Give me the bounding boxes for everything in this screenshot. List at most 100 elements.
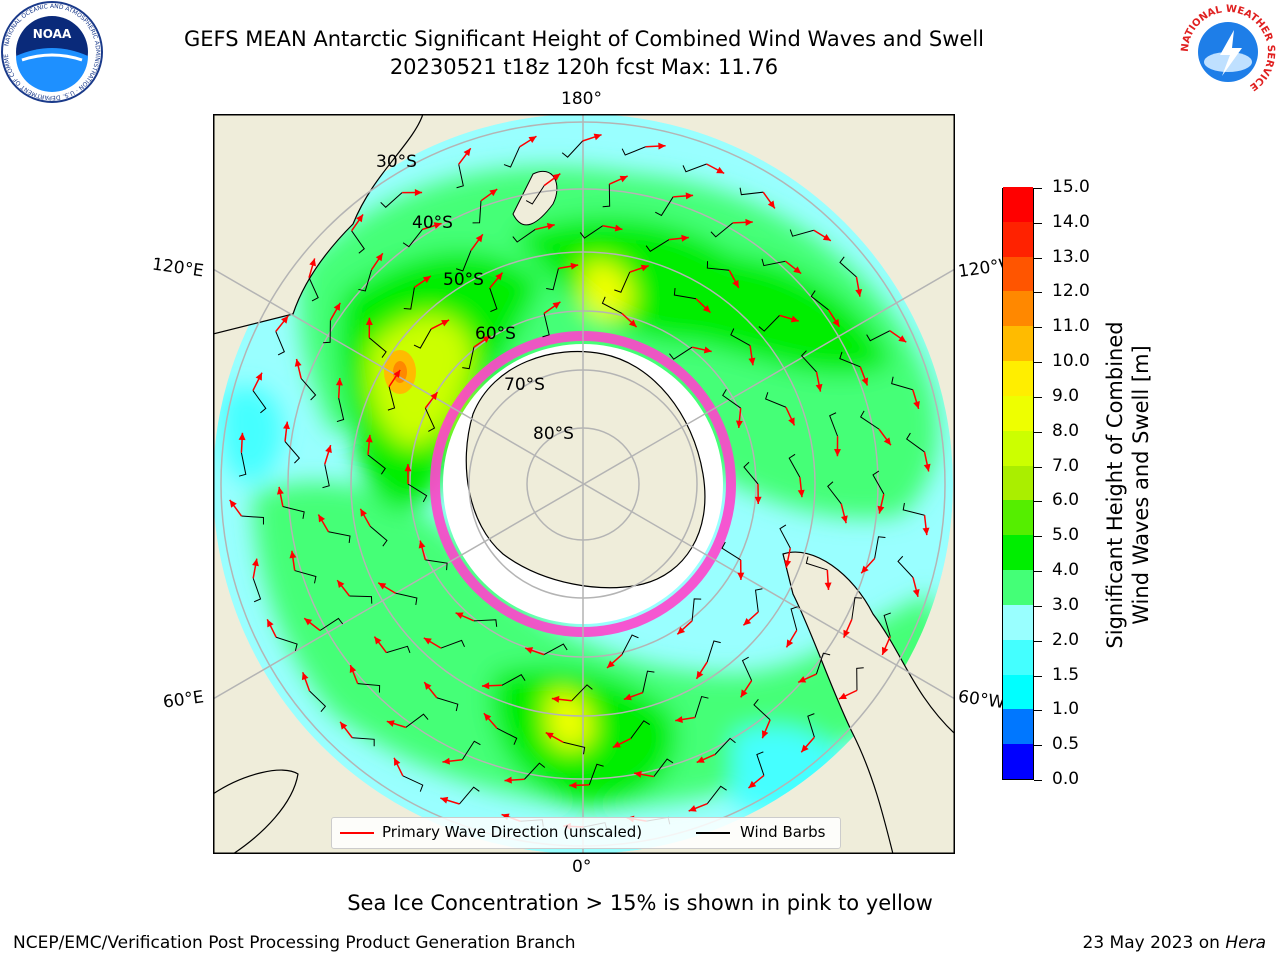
wave-direction-arrow <box>797 652 831 683</box>
colorbar-tick-label: 7.0 <box>1052 455 1080 476</box>
wave-direction-arrow <box>710 218 753 238</box>
colorbar-segment <box>1003 221 1033 257</box>
colorbar-tick <box>1034 571 1042 573</box>
wave-direction-arrow <box>761 258 802 275</box>
wave-direction-arrow <box>542 301 561 338</box>
lon-label-120e: 120°E <box>150 254 205 282</box>
wave-direction-arrow <box>606 634 639 669</box>
lon-label-0: 0° <box>572 857 592 877</box>
wave-direction-arrow <box>676 598 702 635</box>
colorbar-tick-label: 14.0 <box>1052 211 1090 232</box>
wave-direction-arrow <box>753 699 771 739</box>
wave-direction-arrow <box>579 224 623 239</box>
lat-label-50s: 50°S <box>443 270 484 290</box>
colorbar-tick-label: 15.0 <box>1052 177 1090 197</box>
map-legend: Primary Wave Direction (unscaled) Wind B… <box>331 817 841 849</box>
page-subtitle: 20230521 t18z 120h fcst Max: 11.76 <box>389 55 779 79</box>
colorbar-segment <box>1003 604 1033 640</box>
wave-direction-arrow <box>633 758 674 778</box>
wave-direction-arrow <box>456 233 484 272</box>
wave-direction-arrow <box>612 720 650 749</box>
wave-direction-arrow <box>359 508 388 547</box>
colorbar-tick-label: 6.0 <box>1052 490 1080 511</box>
wave-direction-arrow <box>386 713 429 729</box>
wave-direction-arrow <box>418 540 448 571</box>
wave-direction-arrow <box>902 502 930 536</box>
wave-direction-arrow <box>440 786 480 805</box>
wave-direction-arrow <box>512 223 555 243</box>
wave-direction-arrow <box>881 612 891 656</box>
wave-direction-arrow <box>696 737 736 764</box>
colorbar-tick <box>1034 222 1042 224</box>
wave-direction-arrow <box>779 524 792 568</box>
south-america-landmass <box>782 551 955 854</box>
wave-direction-arrow <box>810 290 840 328</box>
wave-direction-arrow <box>481 674 526 690</box>
colorbar-segment <box>1003 534 1033 571</box>
colorbar-tick <box>1034 188 1042 189</box>
wave-direction-arrow <box>839 351 869 386</box>
wave-direction-arrow <box>424 391 439 432</box>
wave-direction-arrow <box>789 229 832 242</box>
lat-label-80s: 80°S <box>533 424 574 444</box>
wave-direction-arrow <box>800 350 823 392</box>
wave-direction-arrow <box>788 453 805 498</box>
wave-direction-arrow <box>525 173 561 205</box>
lat-label-60s: 60°S <box>475 324 516 344</box>
australia-landmass <box>213 114 424 335</box>
colorbar-segment <box>1003 186 1033 222</box>
wave-direction-arrow <box>695 640 721 680</box>
wave-direction-arrow <box>601 296 638 328</box>
footer-credit: NCEP/EMC/Verification Post Processing Pr… <box>13 933 576 953</box>
colorbar-segment <box>1003 430 1033 466</box>
footer-date-text: 23 May 2023 on <box>1082 933 1220 953</box>
colorbar-segment <box>1003 674 1033 710</box>
wave-direction-arrow <box>404 463 428 503</box>
colorbar-tick-label: 0.0 <box>1052 769 1080 789</box>
wave-direction-arrow <box>706 261 740 289</box>
colorbar-tick-label: 4.0 <box>1052 560 1080 581</box>
wave-direction-arrow <box>455 612 498 627</box>
wave-direction-arrow <box>403 275 432 310</box>
wave-direction-arrow <box>229 499 264 525</box>
colorbar-segment <box>1003 708 1033 745</box>
colorbar-segment <box>1003 743 1033 779</box>
colorbar-tick <box>1034 431 1042 433</box>
wave-direction-arrow <box>621 142 666 156</box>
wave-direction-arrow <box>545 731 586 755</box>
noaa-logo: NATIONAL OCEANIC AND ATMOSPHERIC ADMINIS… <box>0 0 103 103</box>
wave-direction-arrow <box>561 133 602 158</box>
wave-direction-arrow <box>456 147 472 189</box>
wave-direction-arrow <box>462 335 491 370</box>
colorbar-tick <box>1034 327 1042 329</box>
wave-direction-arrow <box>275 315 289 356</box>
wave-direction-arrow <box>294 358 317 401</box>
wave-direction-arrow <box>669 346 712 360</box>
colorbar-tick-label: 8.0 <box>1052 420 1080 441</box>
wave-direction-arrow <box>365 434 386 475</box>
wave-direction-arrow <box>317 514 351 544</box>
wave-direction-arrow <box>393 757 424 792</box>
wave-direction-arrow <box>730 328 756 366</box>
wave-direction-arrow <box>747 751 765 789</box>
wave-direction-arrow <box>365 317 387 358</box>
wave-direction-arrow <box>740 656 753 698</box>
colorbar-tick <box>1034 710 1042 712</box>
colorbar-tick <box>1034 536 1042 538</box>
wave-direction-arrow <box>839 256 863 297</box>
wave-direction-arrow <box>322 444 332 489</box>
colorbar-segment <box>1003 639 1033 675</box>
wave-direction-arrow <box>323 302 341 344</box>
wave-direction-arrow <box>301 671 327 712</box>
wave-height-map <box>213 114 955 854</box>
wave-direction-arrow <box>423 681 459 712</box>
wave-direction-arrow <box>742 588 763 626</box>
wave-direction-arrow <box>843 597 862 639</box>
colorbar <box>1002 186 1034 780</box>
wave-direction-arrow <box>308 258 319 302</box>
colorbar-tick-label: 1.0 <box>1052 699 1080 720</box>
wave-direction-arrow <box>722 389 743 429</box>
wave-direction-arrow <box>765 392 796 426</box>
wave-direction-arrow <box>758 314 799 332</box>
wave-direction-arrow <box>387 369 401 411</box>
